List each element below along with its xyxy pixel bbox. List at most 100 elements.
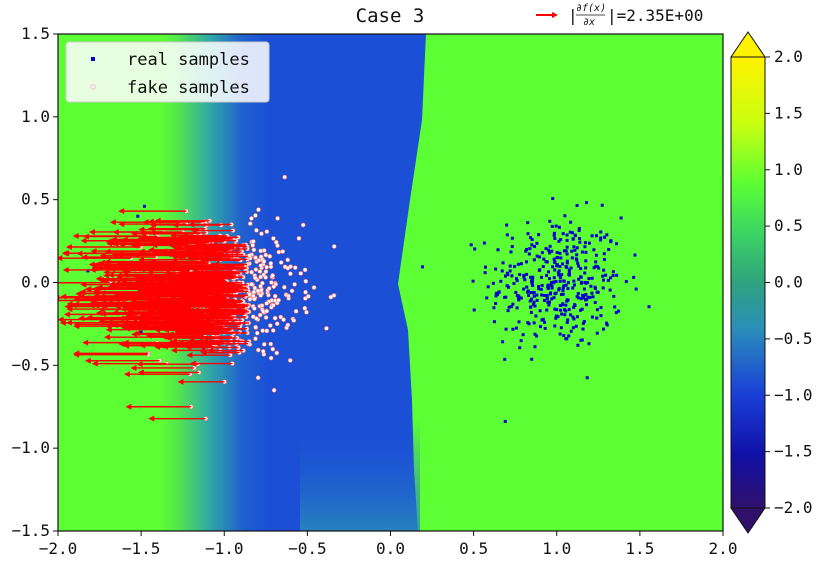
real-sample-point bbox=[564, 283, 568, 287]
fake-sample-point bbox=[260, 328, 266, 333]
real-sample-point bbox=[576, 292, 580, 296]
real-sample-point bbox=[562, 284, 566, 288]
gradient-arrowhead bbox=[208, 262, 215, 269]
real-sample-point bbox=[519, 339, 523, 343]
real-sample-point bbox=[573, 303, 577, 307]
fake-sample-point bbox=[298, 271, 304, 276]
real-sample-point bbox=[544, 247, 548, 251]
fake-sample-point bbox=[278, 260, 284, 265]
real-sample-point bbox=[494, 267, 498, 271]
real-sample-point bbox=[609, 240, 613, 244]
quiver-key-denominator: ∂x bbox=[583, 17, 595, 28]
real-sample-point bbox=[545, 308, 549, 312]
fake-sample-point bbox=[254, 330, 260, 336]
real-sample-point bbox=[535, 298, 539, 302]
fake-sample-point bbox=[281, 317, 286, 322]
real-sample-point bbox=[567, 268, 571, 272]
fake-sample-point bbox=[331, 244, 337, 249]
real-sample-point bbox=[591, 295, 595, 299]
real-sample-point bbox=[581, 321, 585, 325]
gradient-arrowhead bbox=[149, 229, 156, 236]
real-sample-point bbox=[545, 296, 549, 300]
real-sample-point bbox=[583, 245, 587, 249]
fake-sample-point bbox=[276, 249, 282, 255]
real-sample-point bbox=[593, 300, 597, 304]
colorbar-tick-label: 2.0 bbox=[774, 47, 803, 66]
fake-sample-point bbox=[263, 252, 269, 258]
real-sample-point bbox=[535, 241, 539, 245]
real-sample-point bbox=[572, 317, 576, 321]
gradient-arrowhead bbox=[202, 282, 209, 289]
real-sample-point bbox=[569, 220, 573, 224]
fake-sample-point bbox=[270, 328, 276, 333]
gradient-arrowhead bbox=[150, 258, 157, 265]
real-sample-point bbox=[556, 315, 560, 319]
real-sample-point bbox=[570, 249, 574, 253]
real-sample-point bbox=[504, 295, 508, 299]
real-sample-point bbox=[531, 291, 535, 295]
real-sample-point bbox=[508, 264, 512, 268]
colorbar-body bbox=[730, 56, 766, 509]
quiver-key-prefix: | bbox=[568, 6, 578, 25]
fake-sample-point bbox=[300, 222, 306, 228]
gradient-arrowhead bbox=[161, 285, 168, 292]
real-sample-point bbox=[599, 306, 603, 310]
gradient-arrowhead bbox=[79, 288, 86, 295]
real-sample-point bbox=[482, 241, 486, 245]
gradient-arrowhead bbox=[156, 279, 163, 286]
fake-sample-point bbox=[287, 358, 293, 363]
real-sample-point bbox=[542, 257, 546, 261]
fake-sample-point bbox=[251, 239, 256, 244]
real-sample-point bbox=[526, 221, 530, 225]
real-sample-point bbox=[527, 322, 531, 326]
real-sample-point bbox=[563, 214, 567, 218]
real-sample-point bbox=[543, 320, 547, 324]
gradient-arrowhead bbox=[137, 369, 144, 376]
real-sample-point bbox=[501, 261, 505, 265]
real-sample-point bbox=[585, 376, 589, 380]
gradient-arrowhead bbox=[65, 244, 72, 251]
real-sample-point bbox=[139, 330, 143, 334]
gradient-arrowhead bbox=[95, 309, 102, 316]
fake-sample-point bbox=[274, 321, 280, 327]
real-sample-point bbox=[561, 232, 565, 236]
real-sample-point bbox=[521, 333, 525, 337]
gradient-arrowhead bbox=[72, 232, 79, 239]
fake-sample-point bbox=[249, 216, 254, 221]
real-sample-point bbox=[580, 281, 584, 285]
real-sample-point bbox=[594, 253, 598, 257]
gradient-arrowhead bbox=[106, 240, 113, 247]
gradient-arrowhead bbox=[118, 208, 125, 215]
real-sample-point bbox=[558, 251, 562, 255]
fake-sample-point bbox=[269, 280, 274, 285]
real-sample-point bbox=[558, 279, 562, 283]
gradient-arrowhead bbox=[195, 272, 202, 279]
gradient-arrowhead bbox=[123, 371, 130, 378]
real-sample-point bbox=[550, 297, 554, 301]
gradient-arrowhead bbox=[48, 297, 54, 303]
real-sample-point bbox=[503, 419, 507, 423]
fake-sample-point bbox=[253, 213, 258, 218]
real-sample-point bbox=[542, 293, 546, 297]
real-sample-point bbox=[505, 233, 509, 237]
fake-sample-point bbox=[256, 207, 261, 212]
gradient-arrowhead bbox=[181, 232, 188, 239]
real-sample-point bbox=[550, 224, 554, 228]
fake-sample-point bbox=[247, 253, 252, 258]
real-sample-point bbox=[577, 228, 581, 232]
real-sample-point bbox=[507, 305, 511, 309]
fake-sample-point bbox=[252, 306, 257, 311]
real-sample-point bbox=[555, 256, 559, 260]
real-sample-point bbox=[552, 231, 556, 235]
real-sample-point bbox=[142, 204, 146, 208]
real-sample-point bbox=[590, 276, 594, 280]
gradient-arrowhead bbox=[59, 319, 66, 326]
real-sample-point bbox=[526, 232, 530, 236]
fake-sample-point bbox=[263, 275, 268, 280]
fake-sample-point bbox=[253, 255, 258, 260]
real-sample-point bbox=[558, 304, 562, 308]
real-sample-point bbox=[572, 305, 576, 309]
gradient-arrowhead bbox=[138, 226, 145, 233]
gradient-arrowhead bbox=[89, 299, 96, 306]
